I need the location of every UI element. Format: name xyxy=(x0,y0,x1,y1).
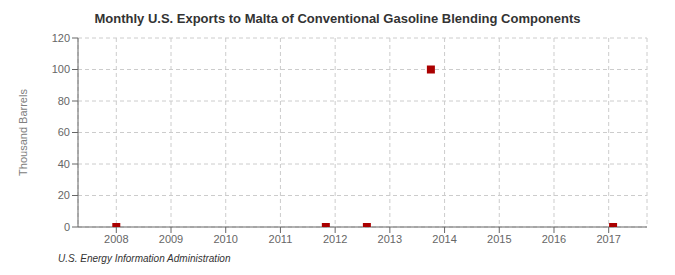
svg-text:2010: 2010 xyxy=(213,233,237,245)
svg-text:40: 40 xyxy=(58,158,70,170)
svg-text:2016: 2016 xyxy=(542,233,566,245)
html-text:U.S. Energy Information Admini: U.S. Energy Information Administration xyxy=(58,253,231,264)
svg-text:2014: 2014 xyxy=(432,233,456,245)
svg-text:60: 60 xyxy=(58,126,70,138)
svg-text:120: 120 xyxy=(52,32,70,44)
svg-text:2013: 2013 xyxy=(378,233,402,245)
svg-text:80: 80 xyxy=(58,95,70,107)
html-text:Monthly U.S. Exports to Malta: Monthly U.S. Exports to Malta of Convent… xyxy=(94,11,581,26)
svg-text:100: 100 xyxy=(52,63,70,75)
svg-text:0: 0 xyxy=(64,221,70,233)
svg-text:2017: 2017 xyxy=(596,233,620,245)
svg-text:2009: 2009 xyxy=(159,233,183,245)
svg-text:Thousand Barrels: Thousand Barrels xyxy=(17,89,29,176)
svg-text:2015: 2015 xyxy=(487,233,511,245)
svg-text:2011: 2011 xyxy=(269,233,293,245)
svg-text:2008: 2008 xyxy=(104,233,128,245)
svg-text:20: 20 xyxy=(58,189,70,201)
svg-text:2012: 2012 xyxy=(323,233,347,245)
